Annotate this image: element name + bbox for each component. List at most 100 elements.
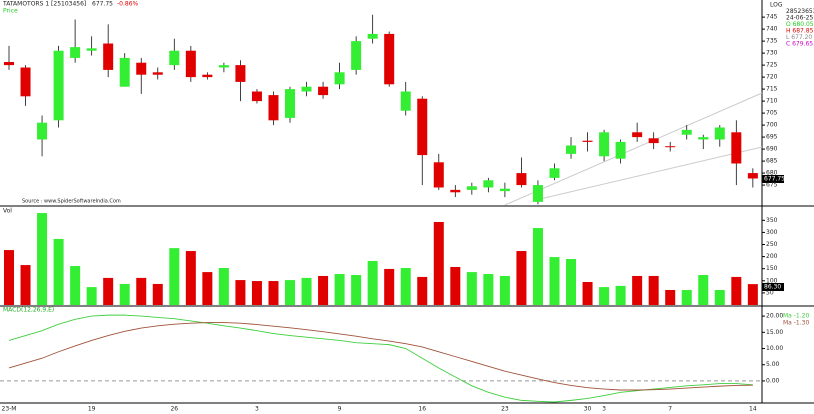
candle-body (334, 72, 345, 85)
macd-label: MACD(12,26,9,E) (3, 307, 54, 314)
candle-body (53, 50, 64, 121)
macd-line (8, 314, 753, 403)
candle-body (400, 91, 411, 111)
volume-box (762, 283, 784, 291)
y-tick-label: 300 (766, 229, 778, 236)
volume-bar (433, 222, 444, 305)
info-text: O 680.05 (786, 21, 814, 28)
volume-bar (483, 274, 494, 305)
y-tick-label: 100 (766, 277, 778, 284)
x-tick-label: 26 (170, 406, 178, 413)
y-tick-label: 735 (766, 38, 778, 45)
x-tick-label: 7 (668, 406, 672, 413)
change: -0.86% (117, 1, 139, 8)
y-tick-label: 690 (766, 146, 778, 153)
legend-entry: Ma -1.30 (783, 320, 809, 327)
volume-label: Vol (3, 208, 12, 215)
volume-bar (351, 274, 362, 305)
candle-body (599, 132, 610, 157)
candle-body (566, 145, 577, 154)
volume-bar (301, 277, 312, 305)
candle-body (86, 48, 97, 51)
volume-bar (136, 277, 147, 305)
volume-bar (450, 267, 461, 305)
y-tick-label: 715 (766, 86, 778, 93)
info-text: C 679.65 (786, 41, 813, 48)
volume-bar (103, 277, 114, 305)
volume-bar (549, 257, 560, 305)
candle-body (285, 89, 296, 118)
volume-bar (119, 283, 130, 305)
y-tick-label: 675 (766, 182, 778, 189)
candle-body (549, 168, 560, 178)
volume-bar (532, 228, 543, 305)
candle-body (367, 33, 378, 39)
volume-bar (384, 268, 395, 305)
volume-bar (20, 265, 31, 305)
candle-body (103, 43, 114, 70)
volume-bar (235, 280, 246, 305)
volume-bar (665, 289, 676, 305)
candle-body (119, 57, 130, 87)
volume-bar (599, 287, 610, 305)
x-tick-label: 3 (255, 406, 259, 413)
info-text: L 677.20 (786, 34, 812, 41)
candle-body (632, 132, 643, 138)
candle-body (70, 47, 81, 58)
info-text: 28523653.00 (786, 8, 814, 15)
candle-body (202, 74, 213, 78)
y-tick-label: 740 (766, 26, 778, 33)
candle-body (582, 140, 593, 142)
volume-bar (582, 282, 593, 305)
price-box (762, 175, 784, 183)
x-tick-label: 3 (602, 406, 606, 413)
volume-bar (566, 259, 577, 305)
x-tick-label: 23-M (2, 406, 17, 413)
volume-bar (268, 281, 279, 305)
candle-body (714, 127, 725, 140)
candle-body (169, 50, 180, 66)
volume-bar (632, 275, 643, 305)
candle-body (136, 62, 147, 75)
y-tick-label: 730 (766, 50, 778, 57)
candle-body (648, 138, 659, 144)
x-tick-label: 16 (418, 406, 426, 413)
y-tick-label: 0.00 (766, 377, 780, 384)
volume-bar (202, 272, 213, 305)
y-tick-label: 200 (766, 253, 778, 260)
candle-body (318, 86, 329, 96)
info-text: LOG (770, 2, 783, 9)
volume-bar (400, 267, 411, 305)
y-tick-label: 700 (766, 122, 778, 129)
volume-bar (251, 281, 262, 305)
y-tick-label: 5.00 (766, 361, 780, 368)
candle-body (20, 67, 31, 97)
y-tick-label: 10.00 (766, 345, 783, 352)
volume-bar (86, 287, 97, 305)
candle-body (681, 129, 692, 135)
y-tick-label: 20.00 (766, 313, 783, 320)
candle-body (251, 91, 262, 102)
trend-line (504, 92, 763, 206)
candle-body (268, 95, 279, 121)
volume-bar (648, 275, 659, 305)
x-tick-label: 14 (749, 406, 757, 413)
volume-bar (698, 274, 709, 305)
x-tick-label: 19 (88, 406, 96, 413)
candle-body (4, 61, 14, 66)
volume-bar (318, 275, 329, 305)
macd-line (8, 322, 753, 391)
y-tick-label: 50 (766, 289, 774, 296)
candle-body (731, 132, 742, 164)
volume-bar (615, 285, 626, 305)
x-tick-label: 9 (338, 406, 342, 413)
candle-body (450, 189, 461, 193)
y-tick-label: 15.00 (766, 329, 783, 336)
candle-body (384, 33, 395, 85)
price: 677.75 (92, 1, 113, 8)
volume-bar (285, 280, 296, 305)
y-tick-label: 725 (766, 62, 778, 69)
candle-body (235, 65, 246, 82)
symbol: TATAMOTORS 1 [25103456] (2, 1, 86, 8)
